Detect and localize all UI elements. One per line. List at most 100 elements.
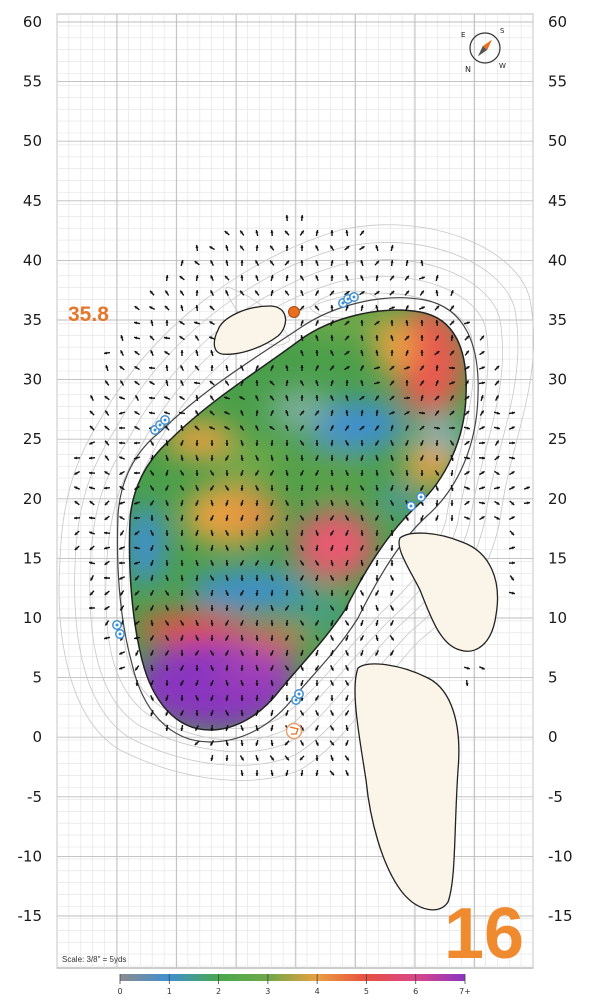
slope-arrow-icon: [119, 515, 125, 521]
slope-arrow-icon: [270, 724, 274, 732]
slope-arrow-icon: [239, 230, 245, 236]
slope-arrow-icon: [239, 425, 245, 431]
slope-arrow-icon: [448, 366, 456, 370]
legend-tick-label: 4: [315, 987, 320, 996]
slope-arrow-icon: [315, 529, 319, 537]
slope-arrow-icon: [449, 410, 455, 416]
slope-arrow-icon: [285, 529, 289, 537]
y-label-right: -15: [548, 907, 573, 925]
slope-arrow-icon: [255, 619, 259, 627]
slope-arrow-icon: [360, 469, 364, 477]
slope-arrow-icon: [464, 350, 470, 356]
slope-arrow-icon: [134, 485, 140, 491]
slope-arrow-icon: [193, 381, 201, 385]
slope-arrow-icon: [284, 230, 290, 236]
slope-arrow-icon: [180, 604, 184, 612]
slope-arrow-icon: [330, 425, 334, 431]
y-label-right: 25: [548, 430, 567, 448]
slope-arrow-icon: [195, 709, 199, 717]
slope-arrow-icon: [314, 290, 320, 296]
slope-arrow-icon: [209, 485, 215, 491]
slope-arrow-icon: [194, 425, 200, 431]
slope-arrow-icon: [434, 410, 440, 416]
slope-arrow-icon: [149, 470, 155, 476]
slope-arrow-icon: [149, 380, 155, 386]
slope-arrow-icon: [360, 619, 364, 627]
slope-arrow-icon: [119, 365, 125, 371]
y-label-left: 60: [23, 13, 42, 31]
slope-arrow-icon: [494, 365, 500, 371]
slope-arrow-icon: [224, 650, 230, 656]
slope-arrow-icon: [330, 694, 334, 702]
slope-arrow-icon: [165, 679, 169, 687]
slope-arrow-icon: [405, 349, 409, 357]
slope-arrow-icon: [285, 214, 289, 222]
slope-arrow-icon: [299, 710, 305, 716]
slope-arrow-icon: [315, 769, 319, 777]
slope-arrow-icon: [463, 426, 471, 430]
y-label-left: 30: [23, 371, 42, 389]
slope-arrow-icon: [300, 334, 304, 342]
slope-arrow-icon: [210, 349, 214, 357]
slope-arrow-icon: [255, 604, 259, 612]
slope-arrow-icon: [179, 680, 185, 686]
slope-arrow-icon: [375, 349, 379, 357]
slope-arrow-icon: [493, 486, 501, 490]
slope-arrow-icon: [104, 380, 110, 386]
slope-arrow-icon: [480, 394, 484, 402]
slope-arrow-icon: [435, 364, 439, 372]
slope-arrow-icon: [194, 650, 200, 656]
slope-arrow-icon: [390, 559, 394, 567]
slope-arrow-icon: [103, 486, 111, 490]
slope-arrow-icon: [344, 365, 350, 371]
slope-arrow-icon: [164, 620, 170, 626]
slope-arrow-icon: [150, 319, 154, 327]
slope-arrow-icon: [344, 335, 350, 341]
slope-arrow-icon: [150, 544, 154, 552]
slope-arrow-icon: [225, 499, 229, 507]
slope-arrow-icon: [449, 305, 455, 311]
slope-arrow-icon: [299, 230, 305, 236]
slope-arrow-icon: [359, 365, 365, 371]
slope-arrow-icon: [464, 410, 470, 416]
slope-arrow-icon: [345, 484, 349, 492]
slope-arrow-icon: [359, 590, 365, 596]
slope-arrow-icon: [104, 455, 110, 461]
slope-arrow-icon: [375, 619, 379, 627]
slope-arrow-icon: [179, 335, 185, 341]
slope-arrow-icon: [164, 635, 170, 641]
slope-arrow-icon: [508, 456, 516, 460]
slope-arrow-icon: [389, 275, 395, 281]
slope-arrow-icon: [118, 396, 126, 400]
slope-arrow-icon: [165, 499, 169, 507]
slope-arrow-icon: [180, 379, 184, 387]
slope-arrow-icon: [270, 589, 274, 597]
slope-arrow-icon: [449, 440, 455, 446]
slope-arrow-icon: [240, 454, 244, 462]
slope-arrow-icon: [103, 531, 111, 535]
slope-arrow-icon: [165, 529, 169, 537]
slope-arrow-icon: [375, 469, 379, 477]
slope-arrow-icon: [344, 515, 350, 521]
slope-arrow-icon: [225, 544, 229, 552]
slope-arrow-icon: [210, 709, 214, 717]
slope-arrow-icon: [165, 694, 169, 702]
bunker-front-right: [354, 663, 460, 911]
slope-arrow-icon: [463, 666, 471, 670]
slope-arrow-icon: [165, 364, 169, 372]
slope-arrow-icon: [180, 499, 184, 507]
slope-arrow-icon: [210, 454, 214, 462]
slope-arrow-icon: [225, 559, 229, 567]
slope-arrow-icon: [300, 454, 304, 462]
slope-arrow-icon: [180, 649, 184, 657]
slope-arrow-icon: [390, 349, 394, 357]
slope-arrow-icon: [90, 395, 94, 401]
slope-arrow-icon: [148, 411, 156, 415]
slope-arrow-icon: [405, 439, 409, 447]
slope-arrow-icon: [360, 304, 364, 312]
compass-e: E: [461, 31, 465, 39]
slope-arrow-icon: [300, 259, 304, 267]
slope-arrow-icon: [523, 486, 531, 490]
slope-arrow-icon: [255, 394, 259, 402]
slope-arrow-icon: [405, 424, 409, 432]
